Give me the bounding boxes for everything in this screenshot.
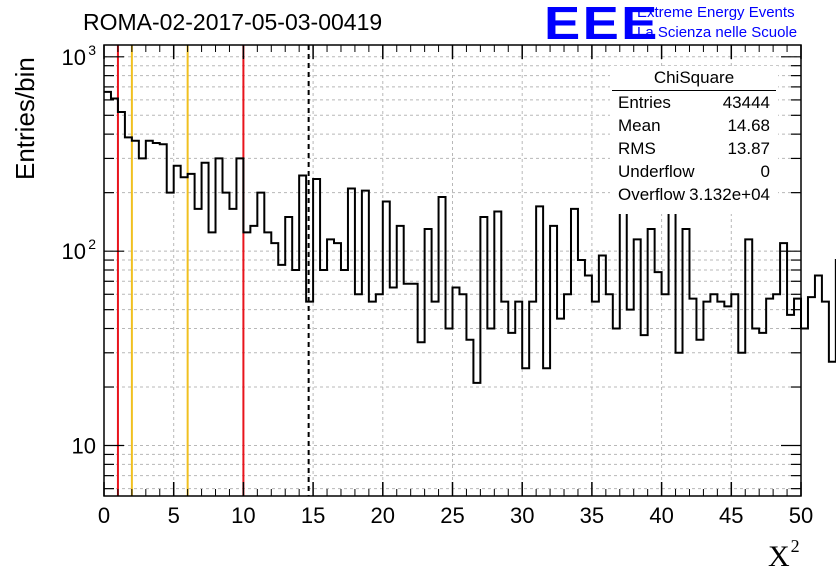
- stats-label: Mean: [618, 116, 661, 135]
- chart-title: ROMA-02-2017-05-03-00419: [83, 9, 383, 35]
- stats-label: Entries: [618, 93, 671, 112]
- stats-row-rms: RMS 13.87: [618, 139, 770, 161]
- stats-value: 0: [760, 162, 770, 181]
- y-tick-exponent: 3: [88, 42, 96, 58]
- stats-label: RMS: [618, 139, 656, 158]
- stats-divider: [612, 90, 776, 91]
- logo-line-1: Extreme Energy Events: [637, 4, 795, 21]
- x-tick-label: 35: [580, 503, 604, 528]
- x-tick-label: 40: [649, 503, 673, 528]
- x-tick-label: 25: [440, 503, 464, 528]
- logo-line-2: La Scienza nelle Scuole: [637, 24, 798, 41]
- stats-row-underflow: Underflow 0: [618, 162, 770, 184]
- stats-row-entries: Entries 43444: [618, 93, 770, 115]
- y-axis-label: Entries/bin: [10, 57, 40, 180]
- y-tick-label: 10: [62, 239, 86, 264]
- stats-value: 3.132e+04: [689, 185, 770, 204]
- x-tick-label: 10: [231, 503, 255, 528]
- y-tick-label: 10: [72, 434, 96, 459]
- stats-label: Underflow: [618, 162, 695, 181]
- stats-value: 43444: [722, 93, 770, 112]
- x-tick-label: 5: [168, 503, 180, 528]
- x-tick-label: 15: [301, 503, 325, 528]
- x-tick-label: 0: [98, 503, 110, 528]
- x-tick-label: 45: [719, 503, 743, 528]
- histogram-series: [104, 90, 836, 384]
- stats-row-overflow: Overflow 3.132e+04: [618, 185, 770, 207]
- y-tick-exponent: 2: [88, 236, 96, 252]
- eee-logo: EEE: [544, 0, 660, 49]
- stats-value: 14.68: [727, 116, 770, 135]
- stats-box: ChiSquare Entries 43444 Mean 14.68 RMS 1…: [610, 66, 778, 214]
- stats-value: 13.87: [727, 139, 770, 158]
- x-axis-ticks: 0 5 10 15 20 25 30 35 40 45 50: [98, 45, 813, 528]
- stats-title: ChiSquare: [653, 68, 735, 87]
- x-tick-label: 20: [371, 503, 395, 528]
- reference-lines: [116, 45, 310, 496]
- x-tick-label: 50: [789, 503, 813, 528]
- x-tick-label: 30: [510, 503, 534, 528]
- stats-row-mean: Mean 14.68: [618, 116, 770, 138]
- stats-label: Overflow: [618, 185, 686, 204]
- y-tick-label: 10: [62, 45, 86, 70]
- x-axis-label: X2: [768, 536, 800, 573]
